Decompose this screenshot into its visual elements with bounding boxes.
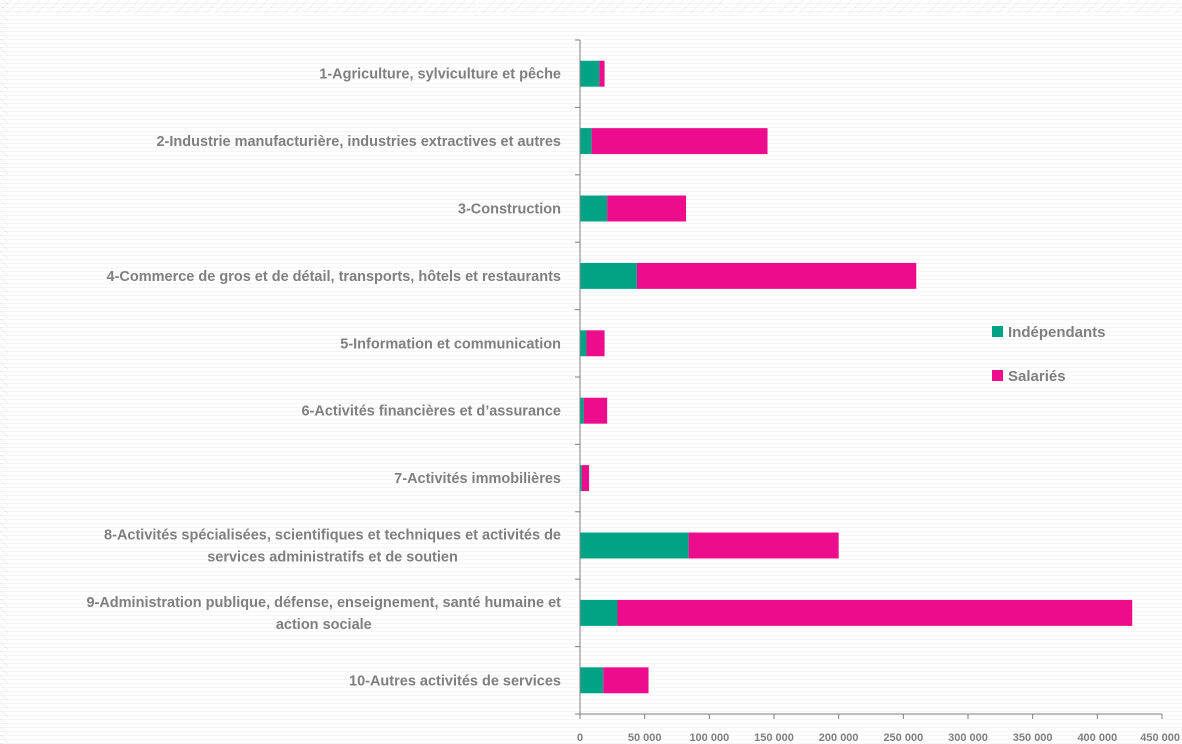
- legend: Indépendants Salariés: [992, 324, 1106, 385]
- bar-salaries-10: [603, 667, 649, 694]
- x-tick-label: 200 000: [819, 732, 859, 744]
- bar-independants-5: [580, 330, 587, 357]
- x-tick-label: 300 000: [948, 732, 988, 744]
- bar-independants-9: [580, 599, 618, 626]
- bar-salaries-2: [591, 128, 768, 155]
- category-label-10: 10-Autres activités de services: [349, 673, 561, 689]
- x-tick-label: 100 000: [689, 732, 729, 744]
- bar-independants-7: [580, 465, 582, 492]
- category-label-6: 6-Activités financières et d’assurance: [301, 404, 561, 420]
- category-label-7: 7-Activités immobilières: [394, 471, 561, 487]
- value-axis: 0 50 000 100 000 150 000 200 000 250 000 300 0…: [577, 713, 1180, 744]
- x-tick-label: 400 000: [1077, 732, 1117, 744]
- bar-salaries-9: [617, 599, 1133, 626]
- bar-salaries-1: [599, 60, 605, 87]
- category-label-5: 5-Information et communication: [340, 336, 561, 352]
- background-hatch-left: [0, 0, 8, 744]
- bar-salaries-8: [688, 532, 839, 559]
- legend-swatch-independants: [992, 326, 1003, 337]
- x-tick-label: 50 000: [628, 732, 662, 744]
- category-label-3: 3-Construction: [458, 202, 561, 218]
- bar-salaries-3: [607, 195, 687, 222]
- bar-salaries-7: [581, 465, 590, 492]
- category-label-1: 1-Agriculture, sylviculture et pêche: [319, 67, 561, 83]
- legend-swatch-salaries: [992, 370, 1003, 381]
- bar-independants-8: [580, 532, 689, 559]
- bar-salaries-6: [583, 397, 608, 424]
- x-tick-label: 0: [577, 732, 583, 744]
- category-label-8-line-2: services administratifs et de soutien: [207, 550, 458, 566]
- bar-salaries-5: [586, 330, 605, 357]
- bar-independants-2: [580, 128, 592, 155]
- bars-layer: [580, 60, 1133, 694]
- x-tick-label: 150 000: [754, 732, 794, 744]
- category-label-4: 4-Commerce de gros et de détail, transpo…: [107, 269, 561, 285]
- category-label-9-line-2: action sociale: [276, 617, 372, 633]
- x-tick-label: 450 000: [1140, 732, 1180, 744]
- bar-salaries-4: [636, 262, 917, 289]
- bar-independants-6: [580, 397, 584, 424]
- bar-independants-1: [580, 60, 600, 87]
- legend-label-salaries: Salariés: [1008, 368, 1066, 385]
- bar-independants-4: [580, 262, 637, 289]
- category-label-2: 2-Industrie manufacturière, industries e…: [156, 134, 561, 150]
- bar-independants-10: [580, 667, 604, 694]
- bar-independants-3: [580, 195, 608, 222]
- legend-label-independants: Indépendants: [1008, 324, 1106, 341]
- x-tick-label: 350 000: [1013, 732, 1053, 744]
- background-hatch-top: [0, 0, 1182, 14]
- category-label-9-line-1: 9-Administration publique, défense, ense…: [86, 595, 561, 611]
- category-label-8-line-1: 8-Activités spécialisées, scientifiques …: [104, 528, 561, 544]
- x-tick-label: 250 000: [883, 732, 923, 744]
- category-axis: 1-Agriculture, sylviculture et pêche 2-In…: [86, 39, 581, 715]
